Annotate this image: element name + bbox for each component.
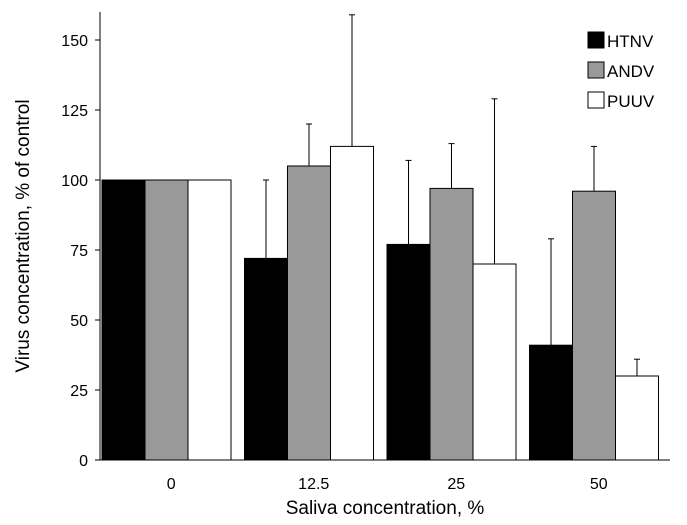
x-tick-label: 12.5 (298, 476, 329, 493)
bar-htnv-2 (386, 243, 431, 461)
bar-htnv-0 (101, 179, 146, 461)
bar-htnv-1 (244, 257, 288, 461)
x-axis-title: Saliva concentration, % (286, 498, 485, 519)
bar-andv-1 (287, 165, 331, 461)
legend: HTNV ANDV PUUV (587, 31, 655, 111)
y-tick-label: 25 (70, 383, 88, 400)
bar-andv-2 (429, 187, 474, 461)
bar-puuv-2 (472, 263, 517, 461)
x-tick-label: 25 (447, 476, 465, 493)
error-bars-layer (263, 14, 640, 376)
bars-layer (101, 145, 659, 461)
y-tick-label: 50 (70, 313, 88, 330)
legend-swatch-andv (587, 61, 605, 79)
y-tick-label: 150 (61, 33, 88, 50)
bar-andv-0 (144, 179, 189, 461)
y-tick-label: 0 (79, 453, 88, 470)
bar-htnv-3 (529, 344, 573, 461)
legend-label-htnv: HTNV (607, 32, 654, 51)
y-tick-label: 75 (70, 243, 88, 260)
x-tick-label: 0 (167, 476, 176, 493)
y-tick-label: 125 (61, 103, 88, 120)
y-tick-label: 100 (61, 173, 88, 190)
bar-puuv-3 (615, 375, 659, 461)
legend-swatch-htnv (587, 31, 605, 49)
legend-label-andv: ANDV (607, 62, 655, 81)
x-tick-label: 50 (590, 476, 608, 493)
bar-puuv-0 (187, 179, 232, 461)
y-ticks: 0 25 50 75 100 125 150 (61, 33, 100, 470)
x-ticks: 0 12.5 25 50 (167, 476, 608, 493)
legend-label-puuv: PUUV (607, 92, 655, 111)
legend-swatch-puuv (587, 91, 605, 109)
y-axis-title: Virus concentration, % of control (13, 99, 34, 372)
bar-puuv-1 (330, 145, 374, 461)
bar-andv-3 (572, 190, 616, 461)
